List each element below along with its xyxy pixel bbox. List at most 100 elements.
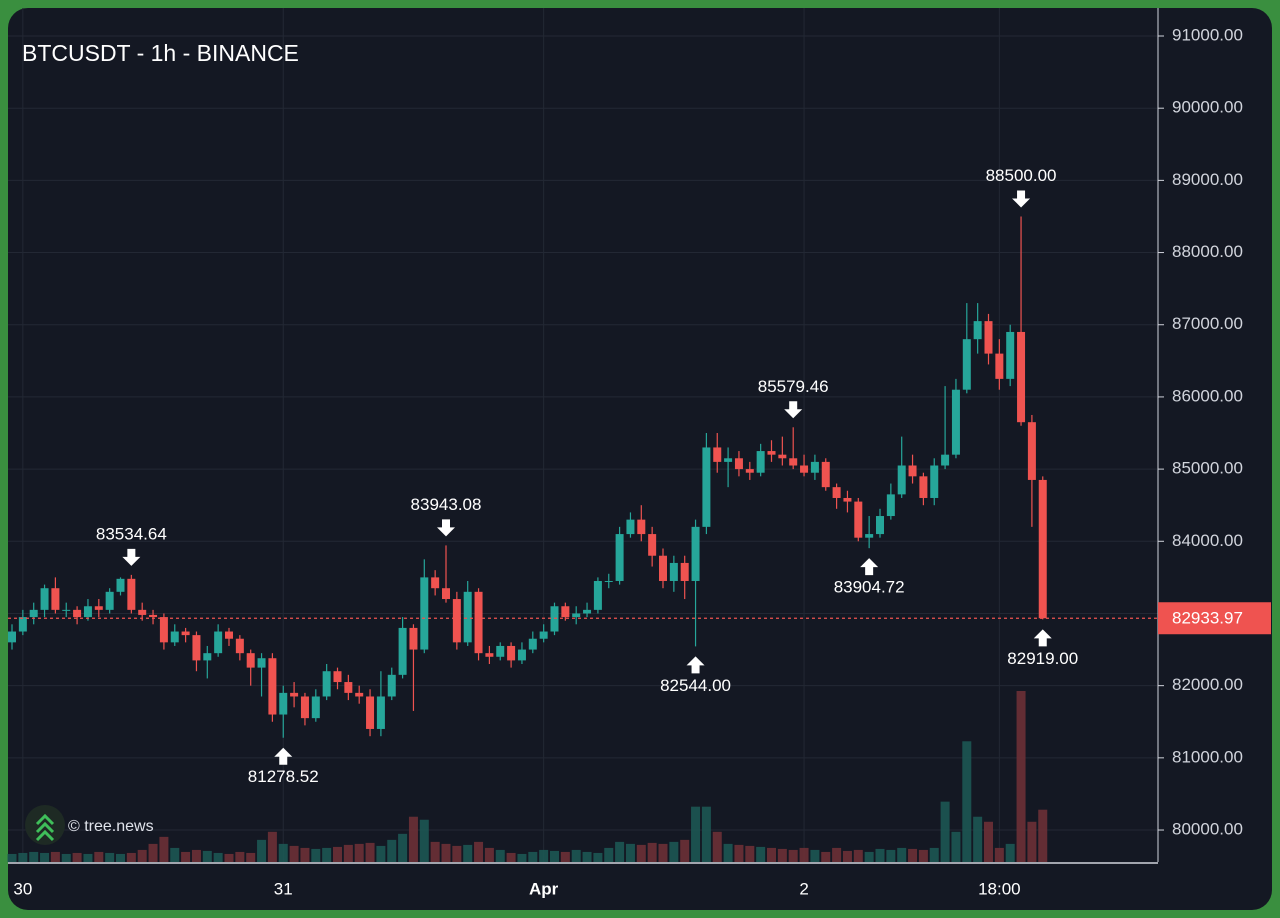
candle-body bbox=[843, 497, 852, 502]
volume-bar bbox=[311, 848, 321, 862]
annotation-label: 83904.72 bbox=[834, 578, 905, 597]
candle-body bbox=[203, 653, 212, 661]
volume-bar bbox=[615, 841, 625, 862]
annotation-label: 82919.00 bbox=[1007, 649, 1078, 668]
candle-body bbox=[800, 465, 809, 473]
candle-body bbox=[583, 609, 592, 614]
volume-bar bbox=[767, 847, 776, 862]
volume-bar bbox=[1038, 809, 1048, 862]
volume-bar bbox=[495, 849, 505, 862]
candle-body bbox=[300, 696, 309, 719]
candle-body bbox=[745, 469, 754, 473]
volume-bar bbox=[647, 842, 657, 862]
candle-body bbox=[94, 606, 103, 610]
y-tick-label: 82000.00 bbox=[1172, 675, 1243, 694]
volume-bar bbox=[322, 847, 332, 862]
y-tick-label: 88000.00 bbox=[1172, 242, 1243, 261]
y-tick-label: 91000.00 bbox=[1172, 25, 1243, 44]
volume-bar bbox=[1016, 691, 1026, 862]
volume-bar bbox=[419, 819, 429, 862]
volume-bar bbox=[105, 852, 115, 862]
candle-body bbox=[724, 458, 733, 462]
annotation-arrow bbox=[784, 401, 803, 419]
candle-body bbox=[431, 577, 440, 589]
volume-bar bbox=[810, 849, 820, 862]
candle-body bbox=[290, 692, 299, 697]
volume-bar bbox=[842, 850, 852, 862]
volume-bar bbox=[1027, 821, 1037, 862]
candle-body bbox=[507, 645, 516, 661]
volume-bar bbox=[7, 853, 17, 862]
candle-body bbox=[51, 588, 60, 610]
volume-bar bbox=[788, 849, 798, 862]
candle-body bbox=[626, 519, 635, 535]
candle-body bbox=[1027, 422, 1036, 480]
candle-body bbox=[496, 645, 505, 657]
candle-body bbox=[474, 591, 483, 654]
candle-body bbox=[214, 631, 223, 654]
volume-bar bbox=[170, 847, 180, 862]
volume-bar bbox=[191, 849, 201, 862]
annotation-arrow bbox=[686, 656, 705, 674]
candle-body bbox=[919, 476, 928, 498]
candle-body bbox=[897, 465, 906, 495]
volume-bar bbox=[246, 852, 256, 862]
annotation-arrow bbox=[1012, 190, 1031, 208]
last-price-box bbox=[1158, 602, 1271, 635]
candle-body bbox=[1038, 479, 1047, 619]
volume-bar bbox=[886, 849, 896, 862]
annotation-label: 81278.52 bbox=[248, 767, 319, 786]
candle-body bbox=[659, 555, 667, 581]
candle-body bbox=[962, 339, 971, 390]
candle-body bbox=[225, 631, 233, 639]
candle-body bbox=[246, 653, 255, 668]
candle-body bbox=[951, 389, 960, 455]
volume-bar bbox=[625, 843, 635, 862]
volume-bar bbox=[517, 853, 527, 862]
volume-bar bbox=[398, 833, 408, 862]
volume-bar bbox=[658, 843, 668, 862]
y-tick-label: 80000.00 bbox=[1172, 820, 1243, 839]
volume-bar bbox=[973, 816, 983, 862]
candle-body bbox=[149, 614, 158, 618]
volume-bar bbox=[701, 806, 711, 862]
y-tick-label: 81000.00 bbox=[1172, 747, 1243, 766]
volume-bar bbox=[40, 852, 50, 862]
candle-body bbox=[941, 454, 950, 466]
candle-body bbox=[138, 609, 147, 615]
candle-body bbox=[73, 609, 82, 618]
volume-bar bbox=[929, 847, 939, 862]
candle-body bbox=[279, 692, 288, 715]
volume-bar bbox=[799, 847, 809, 862]
volume-bar bbox=[636, 844, 646, 862]
annotation-arrow bbox=[1033, 629, 1052, 647]
volume-bar bbox=[300, 847, 310, 862]
volume-bar bbox=[333, 846, 342, 862]
candle-body bbox=[789, 458, 798, 466]
volume-bar bbox=[202, 850, 212, 862]
candle-body bbox=[865, 534, 874, 538]
candle-body bbox=[734, 458, 743, 470]
candle-body bbox=[257, 658, 266, 668]
volume-bar bbox=[354, 843, 364, 862]
candle-body bbox=[604, 580, 613, 582]
volume-bar bbox=[908, 848, 918, 862]
volume-bar bbox=[116, 853, 125, 862]
volume-bar bbox=[441, 843, 451, 862]
y-tick-label: 84000.00 bbox=[1172, 531, 1243, 550]
candle-body bbox=[268, 658, 277, 715]
candle-body bbox=[18, 617, 27, 632]
candle-body bbox=[810, 461, 819, 473]
candle-body bbox=[8, 631, 16, 643]
volume-bar bbox=[376, 845, 386, 862]
x-tick-label: 31 bbox=[274, 879, 293, 898]
volume-bar bbox=[463, 844, 473, 862]
volume-bar bbox=[821, 851, 831, 862]
volume-bar bbox=[1005, 843, 1015, 862]
candle-body bbox=[593, 580, 602, 610]
volume-bar bbox=[61, 853, 71, 862]
candle-body bbox=[366, 696, 375, 729]
candle-body bbox=[355, 692, 364, 697]
volume-bar bbox=[593, 852, 603, 862]
